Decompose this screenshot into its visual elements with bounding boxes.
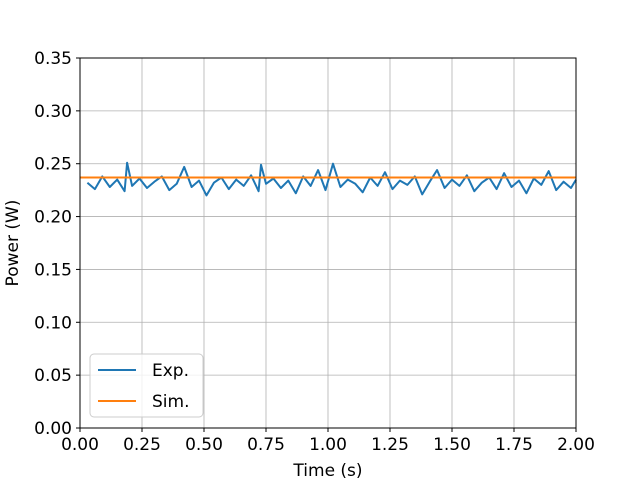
y-axis-label: Power (W) [3, 200, 23, 287]
x-tick-label: 1.75 [495, 435, 533, 455]
x-tick-label: 0.00 [61, 435, 99, 455]
series-lines [80, 161, 577, 197]
x-tick-label: 0.50 [185, 435, 223, 455]
y-tick-label: 0.05 [34, 366, 72, 386]
legend-label-exp: Exp. [152, 361, 189, 381]
series-line-exp [86, 161, 577, 197]
y-tick-label: 0.35 [34, 49, 72, 69]
x-axis-label: Time (s) [292, 461, 362, 480]
y-tick-label: 0.30 [34, 102, 72, 122]
x-tick-label: 0.75 [247, 435, 285, 455]
x-tick-label: 1.25 [371, 435, 409, 455]
x-tick-label: 1.50 [433, 435, 471, 455]
legend: Exp. Sim. [89, 353, 204, 418]
y-tick-label: 0.25 [34, 155, 72, 175]
y-tick-label: 0.10 [34, 313, 72, 333]
x-tick-label: 1.00 [309, 435, 347, 455]
y-tick-label: 0.00 [34, 419, 72, 439]
y-tick-label: 0.15 [34, 260, 72, 280]
x-tick-label: 2.00 [557, 435, 595, 455]
y-axis-ticks: 0.00 0.05 0.10 0.15 0.20 0.25 0.30 0.35 [34, 49, 80, 439]
legend-label-sim: Sim. [152, 392, 189, 412]
x-axis-ticks: 0.00 0.25 0.50 0.75 1.00 1.25 1.50 1.75 2.00 [61, 428, 595, 455]
y-tick-label: 0.20 [34, 208, 72, 228]
x-tick-label: 0.25 [123, 435, 161, 455]
